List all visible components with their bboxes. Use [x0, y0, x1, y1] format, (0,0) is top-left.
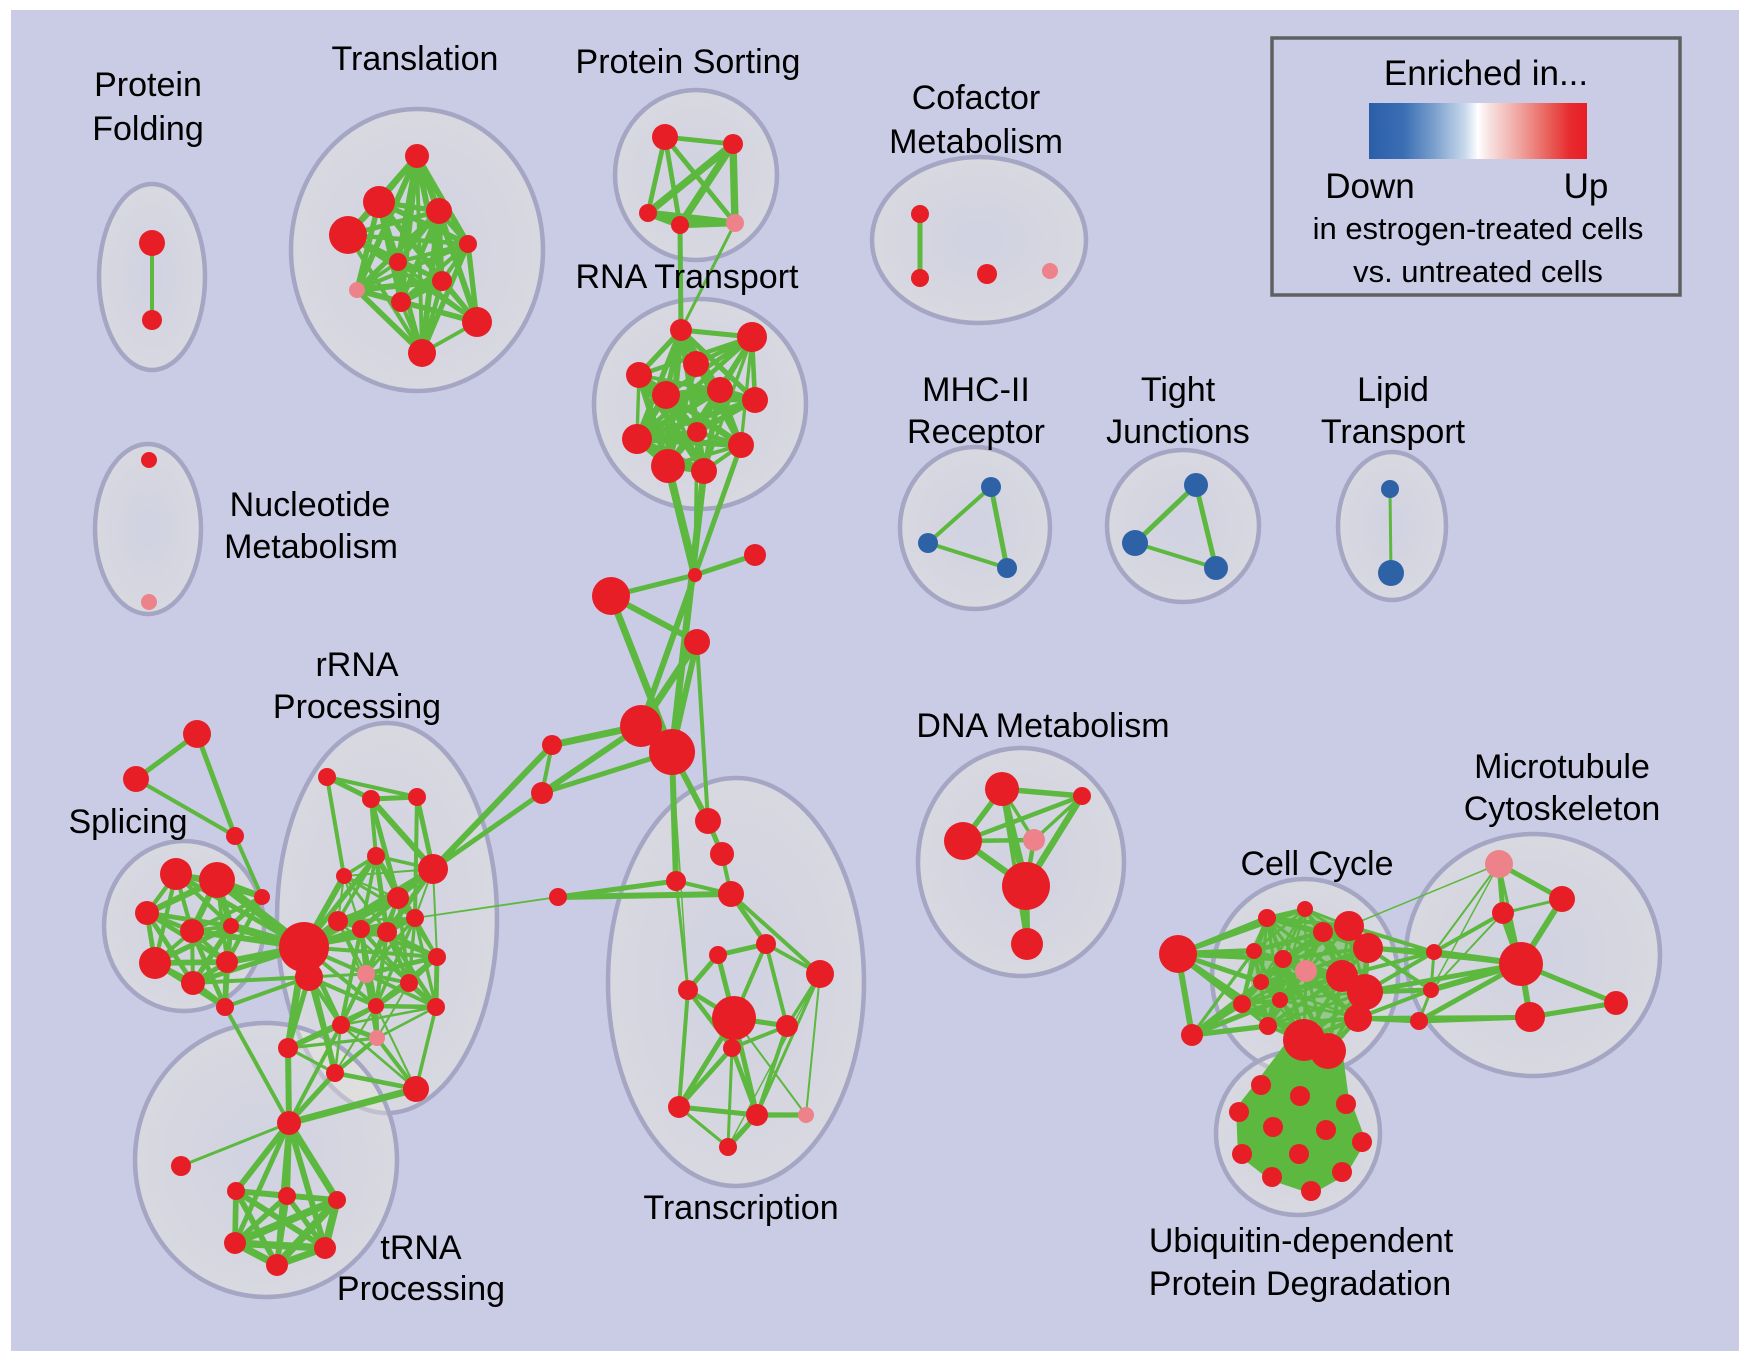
svg-text:Protein Degradation: Protein Degradation — [1149, 1265, 1451, 1303]
svg-text:Up: Up — [1564, 167, 1609, 206]
svg-text:MHC-II: MHC-II — [922, 371, 1030, 409]
svg-text:Splicing: Splicing — [68, 803, 187, 841]
svg-text:Protein: Protein — [94, 66, 202, 104]
svg-text:Cell Cycle: Cell Cycle — [1240, 845, 1393, 883]
svg-text:Protein Sorting: Protein Sorting — [576, 43, 801, 81]
svg-text:tRNA: tRNA — [380, 1229, 462, 1267]
svg-text:Down: Down — [1325, 167, 1414, 206]
svg-text:Junctions: Junctions — [1106, 413, 1250, 451]
svg-text:Lipid: Lipid — [1357, 371, 1429, 409]
svg-text:Metabolism: Metabolism — [889, 123, 1063, 161]
svg-text:RNA Transport: RNA Transport — [576, 258, 800, 296]
svg-text:Receptor: Receptor — [907, 413, 1045, 451]
svg-text:Folding: Folding — [92, 110, 204, 148]
svg-text:Microtubule: Microtubule — [1474, 748, 1650, 786]
svg-text:Tight: Tight — [1141, 371, 1216, 409]
svg-text:Transcription: Transcription — [643, 1189, 838, 1227]
svg-text:Metabolism: Metabolism — [224, 528, 398, 566]
svg-text:Transport: Transport — [1321, 413, 1466, 451]
svg-text:Processing: Processing — [337, 1270, 505, 1308]
svg-text:Processing: Processing — [273, 688, 441, 726]
svg-text:in estrogen-treated cells: in estrogen-treated cells — [1313, 211, 1644, 246]
svg-text:Nucleotide: Nucleotide — [230, 486, 391, 524]
svg-text:Translation: Translation — [332, 40, 499, 78]
svg-text:Enriched in...: Enriched in... — [1384, 54, 1588, 93]
svg-text:vs. untreated cells: vs. untreated cells — [1353, 254, 1603, 289]
svg-text:rRNA: rRNA — [315, 646, 398, 684]
svg-text:Cytoskeleton: Cytoskeleton — [1464, 790, 1661, 828]
svg-text:Ubiquitin-dependent: Ubiquitin-dependent — [1149, 1222, 1454, 1260]
svg-text:DNA Metabolism: DNA Metabolism — [916, 707, 1169, 745]
svg-text:Cofactor: Cofactor — [912, 79, 1041, 117]
